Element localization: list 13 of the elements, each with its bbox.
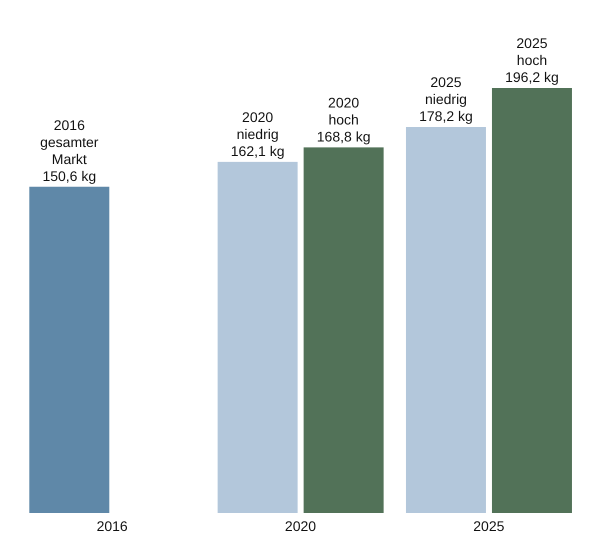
bar [406,126,486,513]
data-label: 2025 hoch 196,2 kg [505,35,559,85]
data-label: 2020 hoch 168,8 kg [316,94,370,144]
x-tick-label: 2016 [96,518,128,534]
data-label: 2016 gesamter Markt 150,6 kg [40,116,99,184]
bar [492,88,572,513]
data-label: 2020 niedrig 162,1 kg [230,108,284,159]
data-label: 2025 niedrig 178,2 kg [419,74,473,124]
bar [29,186,110,513]
x-tick-label: 2020 [284,518,316,534]
bar [218,162,298,513]
bar [304,147,384,513]
x-tick-label: 2025 [473,518,505,534]
